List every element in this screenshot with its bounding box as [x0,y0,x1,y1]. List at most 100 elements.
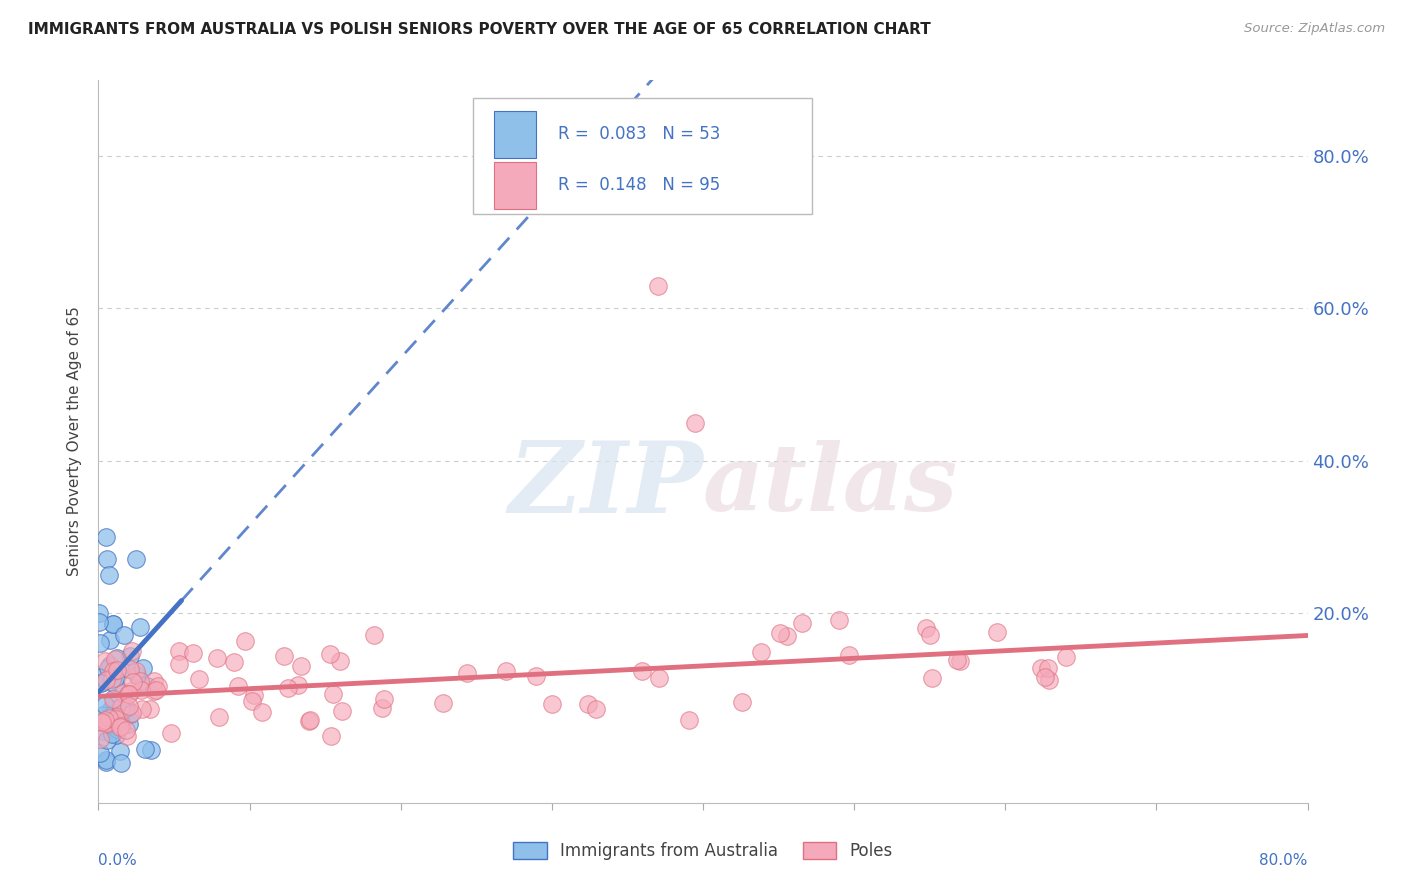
Point [98,567,121,582]
Point [240,694,263,708]
Point [148,679,170,693]
Text: R =  0.148   N = 95: R = 0.148 N = 95 [558,176,720,194]
Point [328,654,350,668]
Text: Source: ZipAtlas.com: Source: ZipAtlas.com [1244,22,1385,36]
Point [1038,660,1060,674]
Point [101,665,124,679]
Point [776,629,799,643]
Point [105,712,128,726]
Point [205,651,228,665]
Point [89,746,111,760]
Point [89,636,111,650]
Y-axis label: Seniors Poverty Over the Age of 65: Seniors Poverty Over the Age of 65 [67,307,83,576]
Point [946,653,969,667]
Point [108,715,131,730]
Point [97,661,120,675]
Point [631,665,654,679]
Point [167,644,190,658]
Point [110,713,132,727]
Text: IMMIGRANTS FROM AUSTRALIA VS POLISH SENIORS POVERTY OVER THE AGE OF 65 CORRELATI: IMMIGRANTS FROM AUSTRALIA VS POLISH SENI… [28,22,931,37]
Point [319,729,342,743]
Point [949,654,972,668]
Point [96,673,118,687]
Point [101,692,124,706]
Point [181,646,204,660]
Point [91,723,114,738]
Point [131,702,153,716]
Point [290,659,312,673]
Point [87,615,110,630]
Point [104,671,127,685]
Point [100,702,122,716]
Point [114,723,136,737]
Point [94,530,117,544]
Point [792,615,814,630]
Point [136,679,159,693]
Point [110,702,132,716]
Point [120,683,142,698]
Point [104,652,127,666]
Point [769,626,792,640]
Point [94,713,117,727]
Point [121,675,143,690]
Text: 0.0%: 0.0% [98,854,138,869]
Point [105,728,128,742]
Point [96,717,118,731]
Point [118,649,141,664]
Point [104,677,127,691]
Bar [494,161,536,209]
Point [105,650,128,665]
Point [103,616,125,631]
Point [235,634,257,648]
Point [373,691,395,706]
Point [98,711,121,725]
Point [96,552,118,566]
Point [101,617,124,632]
Point [94,654,117,668]
Point [648,671,671,685]
Point [299,713,322,727]
Point [920,627,942,641]
FancyBboxPatch shape [474,98,811,214]
Point [456,665,478,680]
Point [1029,661,1052,675]
Point [134,741,156,756]
Point [138,701,160,715]
Point [110,699,132,714]
Point [110,756,132,770]
Point [432,696,454,710]
Point [93,708,115,723]
Point [838,648,860,663]
Point [685,416,707,430]
Point [110,700,132,714]
Point [222,655,245,669]
Point [118,699,141,714]
Point [363,628,385,642]
Point [319,647,342,661]
Point [330,704,353,718]
Point [94,753,117,767]
Point [1054,649,1077,664]
Point [914,621,936,635]
Point [921,671,943,685]
Point [128,674,150,689]
Point [131,661,153,675]
Point [112,628,135,642]
Point [115,729,138,743]
Text: 80.0%: 80.0% [1260,854,1308,869]
Bar [494,111,536,158]
Point [117,662,139,676]
Point [89,607,111,621]
Point [129,620,152,634]
Point [90,676,112,690]
Point [96,732,118,747]
Point [101,713,124,727]
Point [141,743,163,757]
Point [576,698,599,712]
Point [159,726,181,740]
Point [114,701,136,715]
Point [98,657,121,672]
Point [90,670,112,684]
Point [524,669,547,683]
Point [108,721,131,735]
